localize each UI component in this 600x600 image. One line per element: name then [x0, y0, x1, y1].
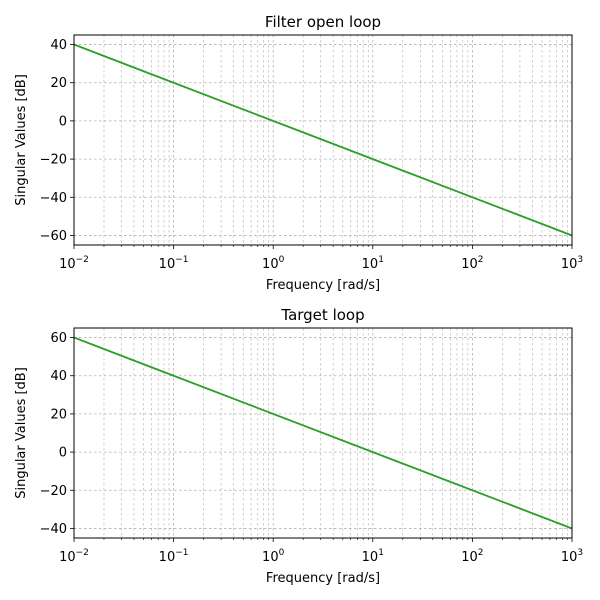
y-tick-label: −60: [40, 229, 67, 244]
y-axis-label: Singular Values [dB]: [14, 74, 29, 206]
y-tick-label: −40: [40, 522, 67, 537]
y-tick-label: −20: [40, 484, 67, 499]
x-axis-label: Frequency [rad/s]: [266, 571, 380, 586]
y-tick-label: −40: [40, 191, 67, 206]
filter-open-loop-plot: Filter open loop 10−2 10−1 100 101 102 103402…: [14, 13, 583, 293]
axes-frame: [73, 34, 573, 246]
y-tick-label: 40: [50, 38, 67, 53]
y-tick-label: 40: [50, 369, 67, 384]
target-loop-plot: Target loop 10−2 10−1 100 101 102 1036040200−…: [14, 306, 583, 586]
y-tick-label: 20: [50, 407, 67, 422]
x-axis-label: Frequency [rad/s]: [266, 278, 380, 293]
y-tick-label: −20: [40, 153, 67, 168]
y-tick-label: 0: [59, 446, 67, 461]
plot-title: Filter open loop: [265, 13, 381, 31]
y-tick-label: 20: [50, 76, 67, 91]
plot-title: Target loop: [280, 306, 364, 324]
y-tick-label: 60: [50, 331, 67, 346]
axes-frame: [73, 327, 573, 539]
singular-value-line-3: [73, 336, 573, 530]
y-tick-label: 0: [59, 114, 67, 129]
y-axis-label: Singular Values [dB]: [14, 367, 29, 499]
singular-value-line-3: [73, 43, 573, 237]
